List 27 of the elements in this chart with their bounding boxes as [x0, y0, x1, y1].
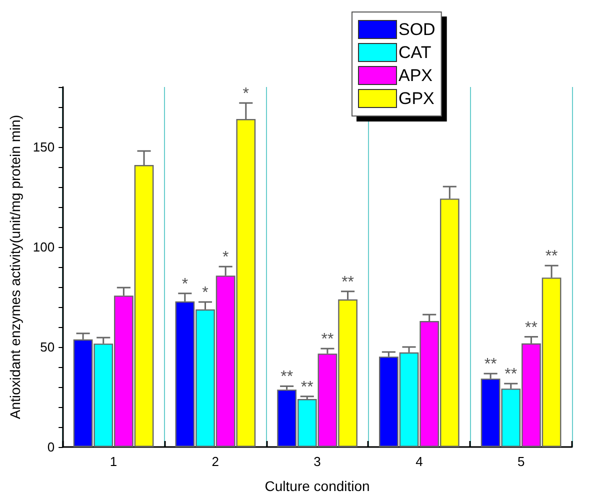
x-tick-label: 1 [110, 454, 118, 469]
data-label: ** [342, 274, 354, 291]
data-label: ** [300, 378, 314, 396]
x-tick-label: 4 [416, 454, 423, 469]
data-label: ** [484, 356, 497, 374]
data-label: * [202, 284, 208, 302]
y-axis-title: Antioxidant enzymes activity(unit/mg protein min) [7, 114, 23, 420]
legend-label: CAT [398, 43, 432, 62]
y-tick-label: 150 [32, 140, 55, 154]
legend-label: SOD [398, 20, 436, 39]
legend-label: APX [398, 66, 433, 85]
x-tick-label: 5 [517, 454, 525, 469]
y-tick-label: 100 [32, 240, 55, 254]
data-label: ** [545, 248, 558, 266]
legend-label: GPX [398, 89, 434, 108]
data-label: * [242, 86, 250, 102]
data-label: ** [321, 331, 334, 348]
data-label: * [182, 276, 188, 293]
y-tick-label: 50 [40, 340, 55, 354]
x-axis-title: Culture condition [264, 478, 370, 494]
data-label: ** [504, 366, 518, 384]
y-tick-label: 0 [47, 440, 55, 454]
data-label: ** [280, 368, 294, 386]
data-label: * [222, 249, 229, 266]
x-tick-label: 2 [212, 454, 220, 469]
data-label: ** [524, 319, 538, 336]
x-tick-label: 3 [314, 454, 321, 469]
